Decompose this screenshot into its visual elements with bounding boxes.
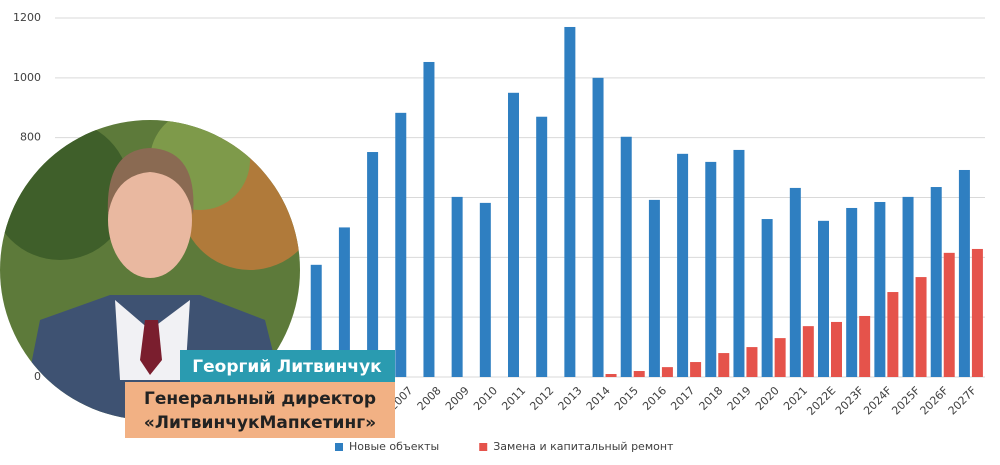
- bar: [508, 92, 519, 378]
- y-tick-label: 0: [34, 370, 41, 383]
- x-tick-label: 2018: [697, 384, 726, 413]
- bar: [915, 277, 927, 377]
- x-tick-label: 2010: [471, 384, 500, 413]
- bar: [536, 116, 548, 377]
- bar: [943, 252, 955, 377]
- bar: [831, 321, 842, 377]
- x-tick-label: 2020: [753, 384, 782, 413]
- bar: [620, 136, 632, 377]
- bar: [902, 196, 914, 377]
- bar: [423, 61, 435, 377]
- bar: [661, 367, 673, 377]
- bar: [774, 338, 786, 377]
- x-tick-label: 2013: [556, 384, 585, 413]
- bar: [802, 326, 814, 377]
- person-company: «ЛитвинчукМапкетинг»: [144, 413, 376, 433]
- x-tick-label: 2017: [668, 384, 697, 413]
- bar: [479, 202, 491, 377]
- x-tick-label: 2023F: [833, 384, 866, 417]
- bar: [395, 112, 407, 378]
- x-tick-label: 2009: [443, 384, 472, 413]
- bar: [367, 152, 379, 377]
- bar: [859, 315, 871, 377]
- y-tick-label: 1200: [13, 11, 41, 24]
- portrait: Георгий Литвинчук Генеральный директор «…: [0, 120, 395, 438]
- x-tick-label: 2019: [725, 384, 754, 413]
- y-tick-label: 1000: [13, 71, 41, 84]
- bar: [971, 248, 983, 377]
- x-tick-label: 2011: [499, 384, 528, 413]
- bar: [451, 196, 463, 377]
- x-tick-label: 2022E: [804, 384, 838, 418]
- bar: [746, 347, 758, 377]
- bar: [648, 199, 660, 377]
- legend-swatch: [479, 443, 488, 451]
- bar: [633, 371, 645, 377]
- bar: [789, 187, 801, 377]
- x-tick-label: 2008: [415, 384, 444, 413]
- bar: [564, 26, 576, 377]
- x-tick-label: 2025F: [889, 384, 922, 417]
- bar: [705, 161, 717, 377]
- bar: [690, 362, 702, 377]
- legend-label: Новые объекты: [349, 440, 439, 453]
- x-tick-label: 2015: [612, 384, 641, 413]
- bar: [592, 77, 604, 377]
- bar: [958, 169, 970, 377]
- bar: [874, 201, 886, 377]
- legend-swatch: [335, 443, 343, 451]
- bar: [310, 264, 322, 377]
- x-tick-label: 2024F: [861, 384, 894, 417]
- bar: [761, 219, 773, 377]
- bar: [677, 153, 689, 377]
- legend-label: Замена и капитальный ремонт: [493, 440, 674, 453]
- bar: [887, 292, 899, 377]
- x-tick-label: 2012: [527, 384, 556, 413]
- bar: [338, 227, 350, 377]
- x-tick-label: 2016: [640, 384, 669, 413]
- bar: [605, 374, 617, 377]
- x-tick-label: 2026F: [918, 384, 951, 417]
- bar: [846, 207, 858, 377]
- x-tick-label: 2014: [584, 384, 613, 413]
- person-name: Георгий Литвинчук: [192, 357, 382, 377]
- y-tick-label: 800: [20, 131, 41, 144]
- bar: [718, 353, 730, 377]
- bar: [930, 187, 942, 377]
- bar: [818, 220, 829, 377]
- bar: [733, 149, 745, 377]
- person-position: Генеральный директор: [144, 389, 376, 409]
- x-tick-label: 2027F: [946, 384, 979, 417]
